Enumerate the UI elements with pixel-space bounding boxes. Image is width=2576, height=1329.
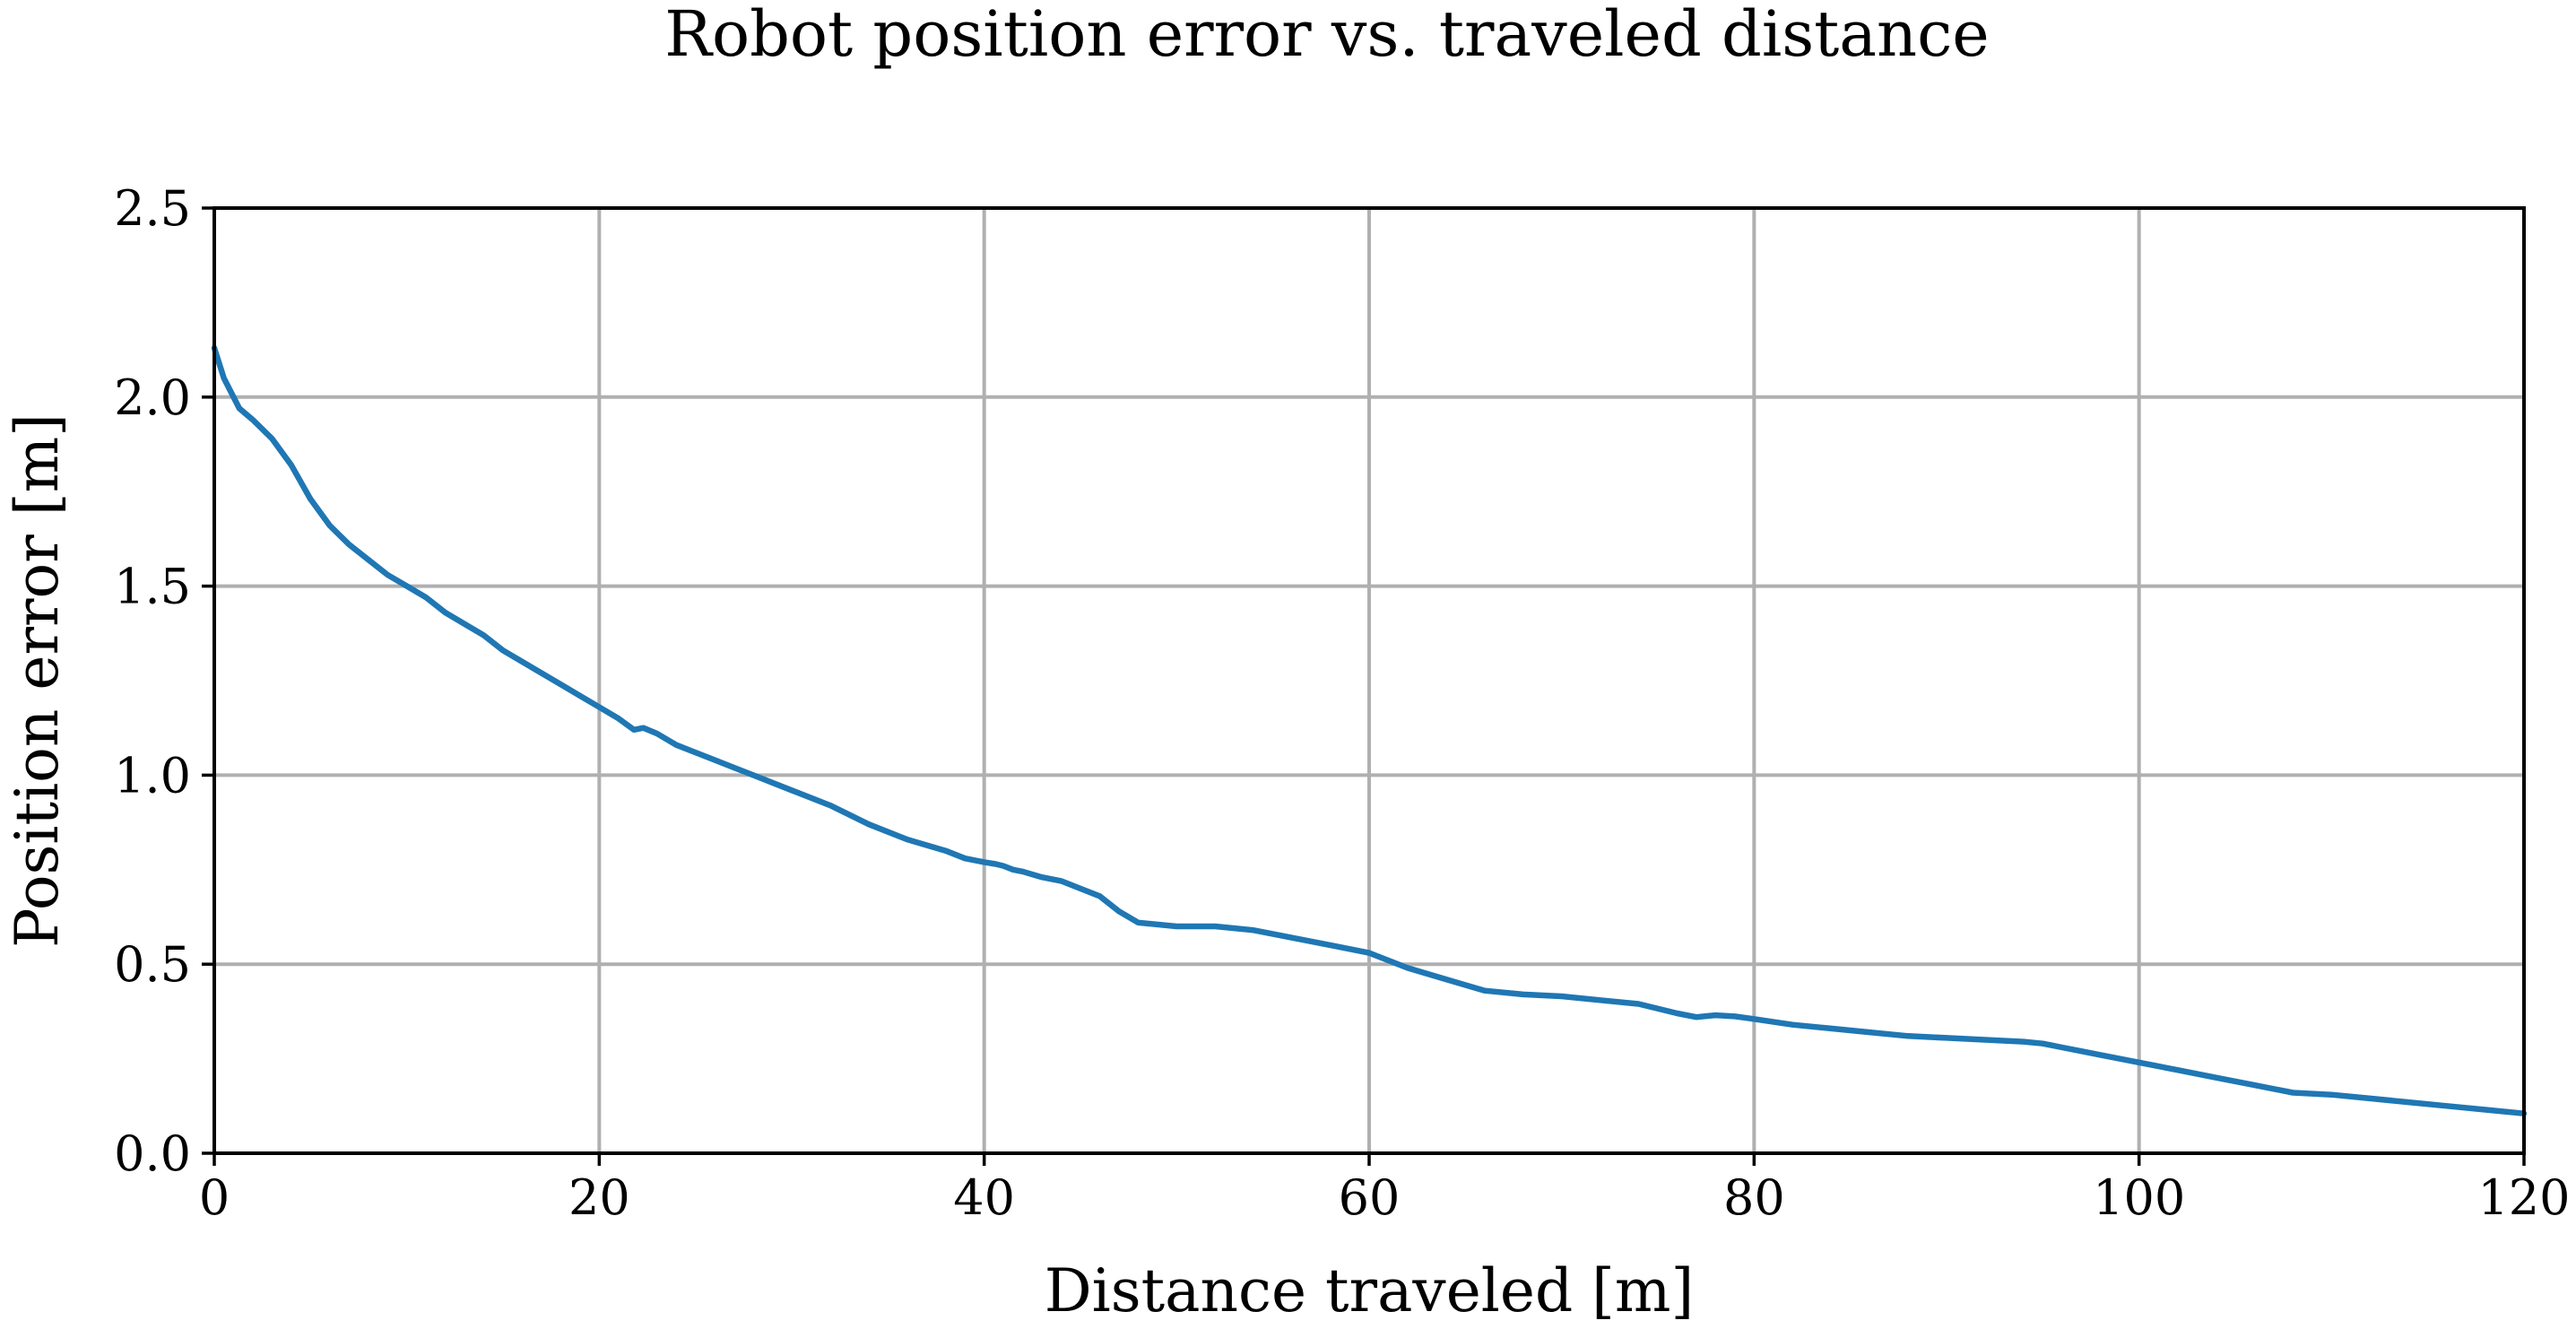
- y-tick-label: 0.0: [114, 1125, 191, 1182]
- x-tick-label: 0: [199, 1169, 230, 1226]
- y-tick-label: 2.0: [114, 369, 191, 426]
- x-axis-label: Distance traveled [m]: [1045, 1256, 1695, 1325]
- x-tick-label: 80: [1723, 1169, 1785, 1226]
- series-line: [211, 344, 2528, 1116]
- x-tick-label: 100: [2093, 1169, 2185, 1226]
- grid-lines: [214, 208, 2524, 1153]
- x-tick-label: 120: [2477, 1169, 2570, 1226]
- y-tick-label: 1.0: [114, 747, 191, 803]
- y-tick-label: 2.5: [114, 180, 191, 237]
- y-tick-label: 0.5: [114, 936, 191, 993]
- y-tick-label: 1.5: [114, 559, 191, 615]
- x-tick-label: 60: [1339, 1169, 1401, 1226]
- x-tick-label: 40: [953, 1169, 1015, 1226]
- y-axis-label: Position error [m]: [3, 413, 72, 948]
- series-layer: [211, 344, 2528, 1116]
- x-tick-label: 20: [568, 1169, 630, 1226]
- axis-ticks: 0 20 40 60 80 100 120 0.0 0.5 1.0 1.5 2.0 2.5: [114, 180, 2570, 1226]
- chart-title: Robot position error vs. traveled distan…: [664, 0, 1990, 71]
